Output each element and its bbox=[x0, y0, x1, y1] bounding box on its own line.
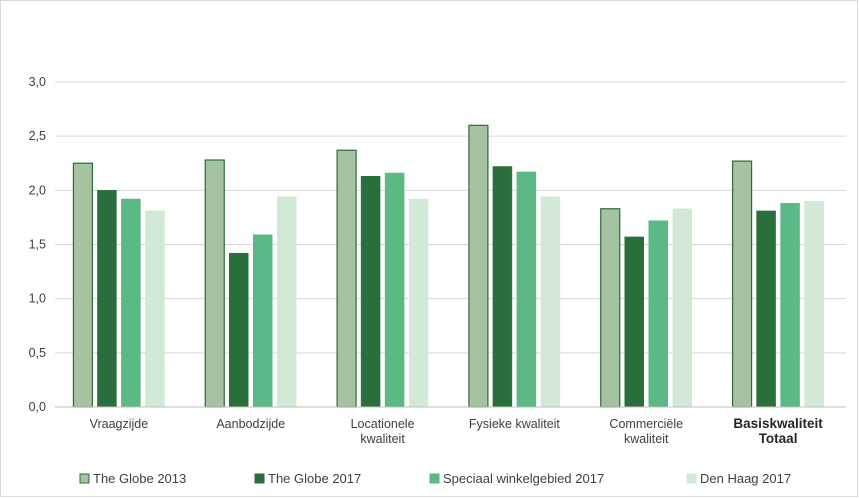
y-tick-label: 3,0 bbox=[29, 75, 46, 89]
bar: Den Haag 2017: 1.92 bbox=[408, 198, 429, 408]
legend-label: The Globe 2013 bbox=[93, 471, 186, 486]
gridlines bbox=[55, 81, 846, 354]
legend-label: Den Haag 2017 bbox=[700, 471, 791, 486]
y-axis-tick-labels: 0,0 0,5 1,0 1,5 2,0 2,5 3,0 bbox=[29, 75, 46, 414]
legend-swatch bbox=[686, 473, 697, 484]
category-labels: Vraagzijde Aanbodzijde Locationele kwalitei… bbox=[90, 416, 824, 446]
category-label-line: Commerciële bbox=[609, 417, 683, 431]
bar: Speciaal winkelgebied 2017: 1.59 bbox=[253, 234, 273, 408]
y-tick-label: 0,5 bbox=[29, 346, 46, 360]
bar: Den Haag 2017: 1.81 bbox=[145, 210, 165, 408]
category-label: Locationele kwaliteit bbox=[351, 417, 415, 446]
bar: Speciaal winkelgebied 2017: 1.92 bbox=[121, 198, 141, 408]
y-tick-label: 1,5 bbox=[29, 238, 46, 252]
bar: The Globe 2013: 2.28 bbox=[204, 159, 225, 408]
legend-swatch bbox=[429, 473, 440, 484]
bar: Den Haag 2017: 1.94 bbox=[540, 196, 561, 408]
category-label-line: Totaal bbox=[759, 431, 798, 446]
category-label-line: Basiskwaliteit bbox=[733, 416, 823, 431]
y-tick-label: 1,0 bbox=[29, 292, 46, 306]
category-label-line: Vraagzijde bbox=[90, 417, 149, 431]
category-label-line: kwaliteit bbox=[360, 432, 405, 446]
category-label: Fysieke kwaliteit bbox=[469, 417, 561, 431]
category-label-line: Aanbodzijde bbox=[216, 417, 285, 431]
y-tick-label: 2,5 bbox=[29, 129, 46, 143]
bar: The Globe 2017: 2.13 bbox=[360, 176, 381, 408]
bar: The Globe 2017: 2.22 bbox=[492, 166, 513, 408]
category-label-line: kwaliteit bbox=[624, 432, 669, 446]
legend-label: Speciaal winkelgebied 2017 bbox=[443, 471, 604, 486]
category-label-line: Fysieke kwaliteit bbox=[469, 417, 561, 431]
category-label: Vraagzijde bbox=[90, 417, 149, 431]
y-tick-label: 2,0 bbox=[29, 183, 46, 197]
category-label-line: Locationele bbox=[351, 417, 415, 431]
bar: The Globe 2013: 2.6 bbox=[468, 124, 489, 408]
y-tick-label: 0,0 bbox=[29, 400, 46, 414]
bars: The Globe 2013: 2.25The Globe 2017: 2Spe… bbox=[72, 124, 824, 408]
legend-swatch bbox=[254, 473, 265, 484]
bar: The Globe 2013: 2.25 bbox=[72, 162, 94, 408]
bar: Speciaal winkelgebied 2017: 1.88 bbox=[780, 203, 800, 408]
bar: The Globe 2013: 1.83 bbox=[600, 208, 621, 408]
bar: The Globe 2017: 1.57 bbox=[624, 236, 644, 408]
bar: The Globe 2017: 1.42 bbox=[229, 252, 249, 408]
category-label: Commerciële kwaliteit bbox=[609, 417, 683, 446]
category-label: Aanbodzijde bbox=[216, 417, 285, 431]
legend-swatch bbox=[79, 473, 90, 484]
bar: The Globe 2013: 2.27 bbox=[731, 160, 753, 408]
legend-label: The Globe 2017 bbox=[268, 471, 361, 486]
bar: Speciaal winkelgebied 2017: 2.16 bbox=[384, 172, 405, 408]
bar: The Globe 2013: 2.37 bbox=[336, 149, 357, 408]
bar: The Globe 2017: 2 bbox=[97, 190, 117, 408]
bar: Den Haag 2017: 1.83 bbox=[672, 208, 692, 408]
bar: Speciaal winkelgebied 2017: 1.72 bbox=[648, 220, 668, 408]
bar: The Globe 2017: 1.81 bbox=[756, 210, 776, 408]
bar: Den Haag 2017: 1.94 bbox=[277, 196, 297, 408]
legend: The Globe 2013 The Globe 2017 Speciaal win… bbox=[79, 471, 791, 486]
bar: Speciaal winkelgebied 2017: 2.17 bbox=[516, 171, 537, 408]
bar: Den Haag 2017: 1.9 bbox=[804, 200, 824, 408]
category-label: Basiskwaliteit Totaal bbox=[733, 416, 823, 446]
